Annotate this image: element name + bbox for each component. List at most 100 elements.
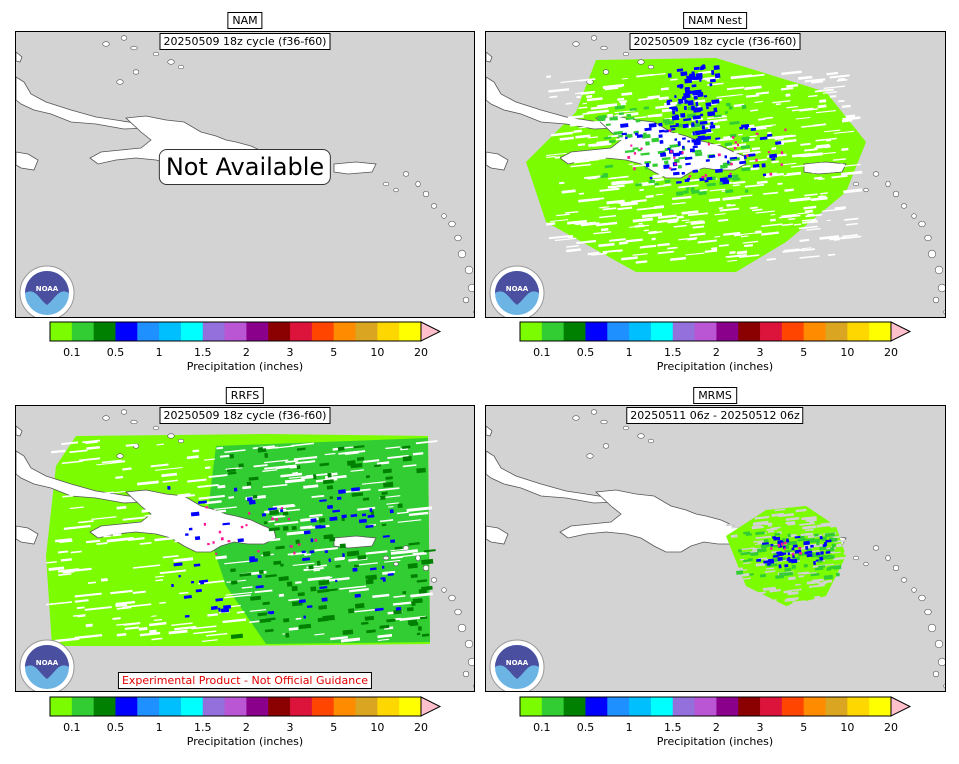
island-9: [415, 554, 421, 562]
noaa-logo-svg: NOAA: [19, 639, 75, 691]
colorbar-swatch: [520, 697, 543, 716]
island-11: [900, 577, 908, 583]
island-12: [441, 587, 447, 593]
colorbar-swatch: [93, 322, 116, 341]
colorbar-tick-label: 10: [840, 346, 855, 359]
noaa-logo-text: NOAA: [506, 659, 529, 667]
colorbar-tick-label: 0.5: [106, 721, 125, 734]
colorbar-swatch: [760, 697, 783, 716]
colorbar-swatch: [180, 697, 204, 716]
colorbar-swatch: [825, 322, 848, 341]
colorbar-frame: [49, 321, 422, 342]
island-4: [637, 433, 645, 439]
colorbar-tick-label: 5: [800, 346, 808, 359]
colorbar-swatch: [694, 322, 717, 341]
colorbar-swatch: [333, 697, 357, 716]
colorbar-extend-arrow: [890, 321, 912, 342]
cuba-land: [486, 450, 618, 504]
island-10: [892, 564, 900, 572]
island-0: [102, 415, 110, 421]
colorbar-tick-label: 1.5: [664, 346, 682, 359]
colorbar-swatch: [137, 697, 160, 716]
map-area: NOAA: [485, 405, 946, 692]
colorbar-frame: [519, 321, 892, 342]
colorbar-swatch: [650, 322, 674, 341]
island-12: [441, 213, 447, 219]
colorbar-tick-label: 5: [800, 721, 808, 734]
island-20: [382, 181, 390, 187]
gap-streaks: [726, 505, 859, 608]
colorbar-swatch: [716, 322, 739, 341]
colorbar-swatch: [246, 697, 269, 716]
colorbar-swatch: [333, 322, 357, 341]
colorbar-swatch: [781, 322, 805, 341]
colorbar-swatch: [760, 322, 783, 341]
colorbar-tick-label: 3: [756, 346, 764, 359]
colorbar-extend-arrow: [890, 696, 912, 717]
colorbar-swatch: [50, 697, 73, 716]
island-16: [934, 265, 944, 275]
moderate-cells: [597, 101, 751, 196]
island-1: [590, 409, 598, 415]
noaa-logo-svg: NOAA: [489, 265, 545, 317]
colorbar-tick-label: 2: [242, 346, 250, 359]
island-15: [927, 623, 937, 633]
island-20: [852, 181, 860, 187]
heavy-cells: [756, 535, 832, 569]
colorbar-tick-label: 10: [370, 721, 385, 734]
colorbar-svg: [519, 321, 912, 342]
island-21: [863, 187, 869, 193]
colorbar: [49, 696, 442, 721]
island-7: [116, 453, 124, 459]
moderate-region: [206, 438, 430, 644]
colorbar-swatch: [716, 697, 739, 716]
map-svg: [486, 409, 945, 689]
island-2: [130, 45, 138, 51]
panel-title: NAM: [227, 12, 263, 29]
colorbar-swatch: [399, 322, 422, 341]
cuba-fragment: [486, 425, 493, 437]
island-5: [647, 438, 655, 444]
colorbar-swatch: [563, 322, 586, 341]
island-5: [647, 64, 655, 70]
colorbar-tick-label: 0.5: [576, 346, 595, 359]
island-20: [382, 555, 390, 561]
gap-streaks: [546, 70, 863, 264]
jamaica-land: [486, 151, 509, 171]
island-17: [467, 283, 474, 293]
panel-title: NAM Nest: [683, 12, 747, 29]
dark-cells: [226, 445, 436, 639]
extreme-cells: [203, 506, 318, 555]
colorbar-svg: [49, 321, 442, 342]
map-area: NOAA: [485, 31, 946, 318]
colorbar-swatch: [629, 322, 652, 341]
colorbar-swatch: [847, 697, 870, 716]
colorbar-tick-label: 0.1: [63, 721, 81, 734]
island-4: [167, 59, 175, 65]
island-8: [872, 171, 880, 177]
island-21: [393, 187, 399, 193]
island-5: [177, 438, 185, 444]
noaa-logo-text: NOAA: [36, 285, 59, 293]
colorbar-swatch: [585, 322, 608, 341]
colorbar-swatch: [268, 322, 291, 341]
colorbar-swatch: [93, 697, 116, 716]
island-12: [911, 587, 917, 593]
island-11: [900, 203, 908, 209]
island-18: [932, 296, 940, 304]
island-14: [454, 234, 462, 242]
colorbar-swatch: [825, 697, 848, 716]
panel-subtitle: 20250509 18z cycle (f36-f60): [629, 33, 801, 50]
island-18: [462, 670, 470, 678]
island-15: [457, 623, 467, 633]
colorbar-frame: [519, 696, 892, 717]
jamaica-land: [16, 151, 39, 171]
map-area: Not Available NOAA: [15, 31, 475, 318]
extreme-cells: [769, 541, 803, 556]
colorbar-tick-label: 20: [414, 721, 428, 734]
colorbar-tick-label: 20: [884, 346, 898, 359]
colorbar: [49, 321, 442, 346]
colorbar-swatch: [672, 697, 696, 716]
island-2: [130, 419, 138, 425]
island-7: [586, 453, 594, 459]
